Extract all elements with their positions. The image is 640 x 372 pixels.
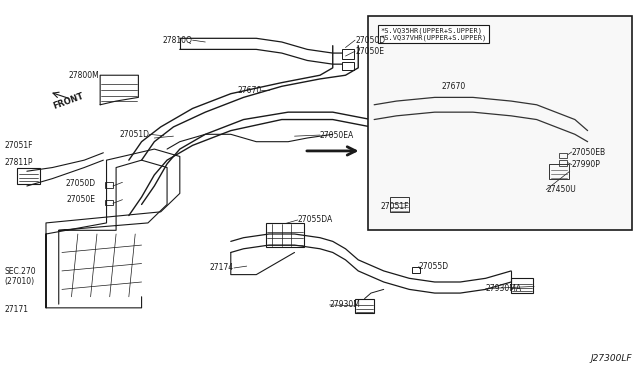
Text: 27050D: 27050D xyxy=(65,179,96,187)
Text: *S.VQ35HR(UPPER+S.UPPER)
*S.VQ37VHR(UPPER+S.UPPER): *S.VQ35HR(UPPER+S.UPPER) *S.VQ37VHR(UPPE… xyxy=(381,27,487,41)
Bar xyxy=(368,16,632,230)
Bar xyxy=(559,153,566,158)
Bar xyxy=(105,182,113,188)
Text: 27670: 27670 xyxy=(237,86,261,94)
Text: 27670: 27670 xyxy=(441,82,465,91)
Text: 27174: 27174 xyxy=(210,263,234,272)
Text: 27055D: 27055D xyxy=(419,262,449,271)
Bar xyxy=(105,200,113,205)
Text: 27930M: 27930M xyxy=(330,300,360,310)
Bar xyxy=(549,164,568,179)
Text: 27990P: 27990P xyxy=(572,160,600,169)
Text: 27050E: 27050E xyxy=(67,195,96,204)
Bar xyxy=(390,197,409,212)
Text: FRONT: FRONT xyxy=(52,92,85,111)
Text: 27050EB: 27050EB xyxy=(572,148,606,157)
Bar xyxy=(342,49,354,59)
Text: 27050EA: 27050EA xyxy=(320,131,355,140)
Text: 27051D: 27051D xyxy=(119,130,149,139)
Text: 27800M: 27800M xyxy=(68,71,99,80)
Bar xyxy=(355,299,374,313)
Text: 27810Q: 27810Q xyxy=(163,36,193,45)
Text: 27050D: 27050D xyxy=(355,36,385,45)
Text: 27450U: 27450U xyxy=(546,185,576,194)
Text: SEC.270
(27010): SEC.270 (27010) xyxy=(4,267,36,286)
Bar xyxy=(17,167,40,184)
Bar xyxy=(342,62,354,70)
Text: 27051F: 27051F xyxy=(381,202,409,211)
Text: J27300LF: J27300LF xyxy=(591,354,632,363)
Text: 27055DA: 27055DA xyxy=(298,215,333,224)
Bar xyxy=(266,223,304,247)
Text: 27051F: 27051F xyxy=(4,141,33,150)
Bar xyxy=(511,278,534,293)
Text: 27930MA: 27930MA xyxy=(486,284,522,293)
Text: 27050E: 27050E xyxy=(355,47,384,56)
Text: 27171: 27171 xyxy=(4,305,29,314)
Text: 27811P: 27811P xyxy=(4,157,33,167)
Bar xyxy=(559,160,566,166)
Bar xyxy=(412,267,420,273)
